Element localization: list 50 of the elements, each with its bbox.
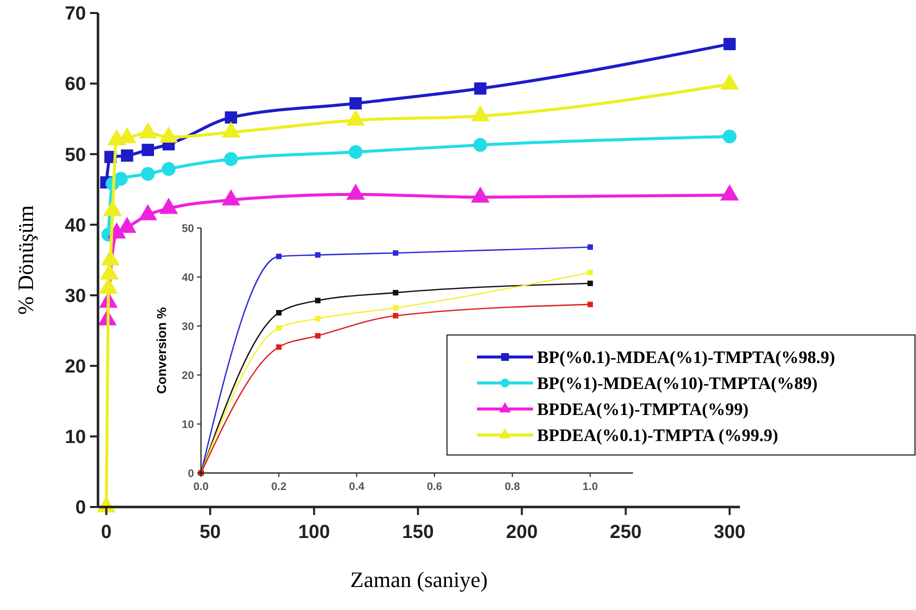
legend-label: BPDEA(%1)-TMPTA(%99) [537,399,749,419]
point [315,333,320,339]
y-tick-label: 20 [182,370,194,382]
x-tick-label: 0.0 [193,481,209,493]
y-tick-label: 60 [64,74,86,96]
y-tick-label: 30 [182,320,194,333]
point [315,252,320,258]
y-tick-label: 30 [64,286,86,307]
y-tick-label: 40 [64,215,86,236]
point [587,302,593,308]
y-tick-label: 0 [188,468,194,480]
point [392,305,398,311]
point [315,316,320,322]
legend-label: BP(%0.1)-MDEA(%1)-TMPTA(%98.9) [537,347,836,367]
x-tick-label: 0 [101,522,112,543]
x-tick-label: 0.4 [349,481,366,493]
x-tick-label: 150 [402,522,434,543]
x-tick-label: 50 [200,522,221,543]
point [587,270,593,276]
y-axis-title: Conversion % [154,306,169,394]
y-tick-label: 20 [64,356,86,378]
point [587,244,593,250]
legend-label: BPDEA(%0.1)-TMPTA (%99.9) [537,425,778,445]
x-tick-label: 200 [506,522,538,543]
point [392,312,398,318]
x-tick-label: 0.2 [271,481,286,493]
y-tick-label: 10 [64,427,86,448]
point [276,254,282,260]
point [276,325,282,331]
y-tick-label: 70 [64,4,86,25]
x-tick-label: 250 [610,522,642,543]
y-tick-label: 50 [182,222,194,235]
point [276,344,282,350]
point [392,290,398,296]
y-axis-title: % Dönüşüm [13,205,38,315]
x-tick-label: 1.0 [582,481,598,493]
y-tick-label: 50 [64,144,86,166]
point [276,310,282,316]
point [392,250,398,256]
y-tick-label: 40 [182,272,194,284]
x-tick-label: 0.6 [426,481,442,493]
point [315,298,320,304]
x-axis-title: Zaman (saniye) [350,567,488,592]
x-tick-label: 300 [714,522,746,543]
y-tick-label: 0 [75,498,86,519]
x-tick-label: 100 [298,522,330,543]
y-tick-label: 10 [182,418,194,431]
point [587,280,593,286]
legend-label: BP(%1)-MDEA(%10)-TMPTA(%89) [537,373,818,393]
x-tick-label: 0.8 [504,481,520,493]
